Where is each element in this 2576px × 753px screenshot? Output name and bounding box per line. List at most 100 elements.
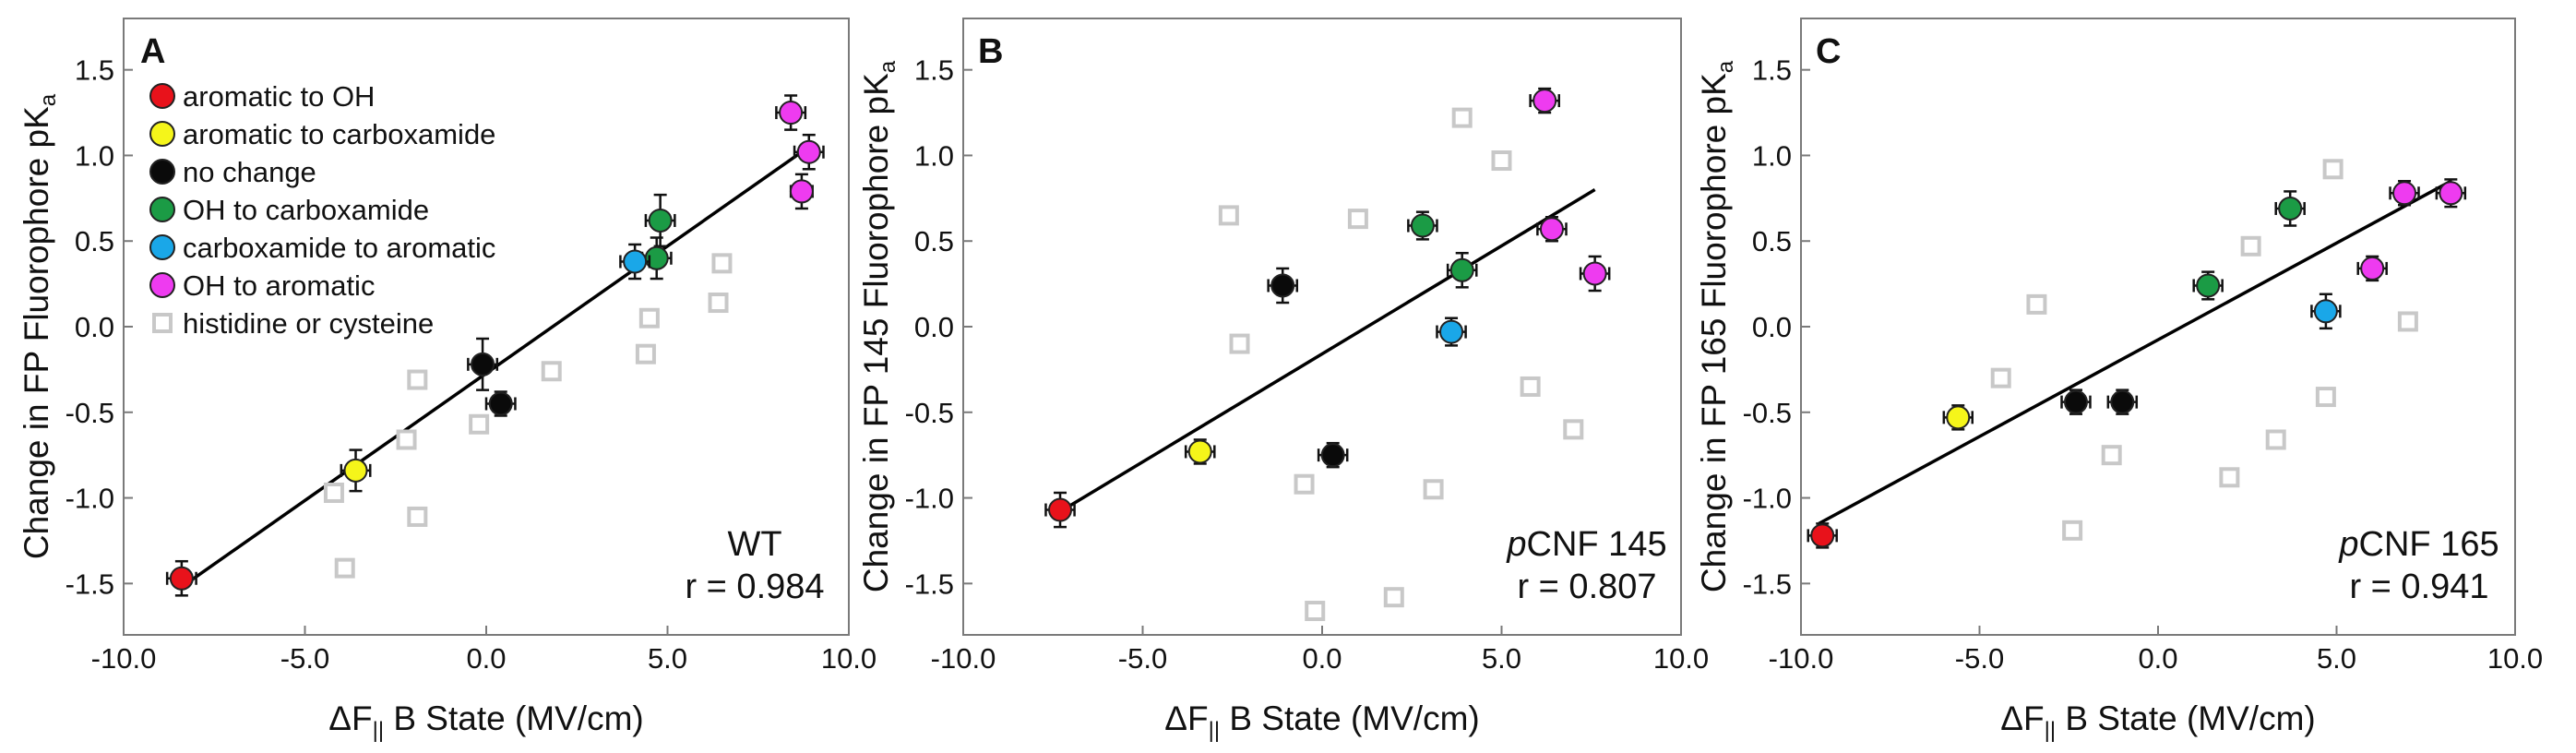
- point-c-histidine-or-cysteine-3: [2101, 445, 2122, 466]
- point-b-histidine-or-cysteine-0: [1218, 205, 1239, 226]
- legend-marker-oh-to-aromatic: [149, 272, 175, 298]
- x-axis-title-a-main: ΔF: [328, 699, 372, 737]
- y-tick-label-b-1: -1.0: [905, 483, 954, 515]
- marker-b-histidine-or-cysteine-4: [1423, 479, 1444, 500]
- legend-marker-aromatic-to-carboxamide: [149, 121, 175, 147]
- fit-line-group-b: [1059, 188, 1596, 513]
- legend-label-aromatic-to-oh: aromatic to OH: [183, 80, 375, 113]
- ticks-c: -10.0 -5.0 0.0 5.0 10.0 -1.5 -1.0 -0.5 0.0 0.5 1.0…: [1743, 54, 2544, 675]
- marker-c-oh-to-carboxamide-0: [2196, 273, 2221, 298]
- y-axis-title-b: Change in FP 145 Fluorophore pKa: [857, 60, 900, 592]
- marker-b-histidine-or-cysteine-5: [1451, 107, 1473, 128]
- marker-a-oh-to-carboxamide-0: [648, 208, 673, 233]
- y-axis-title-c-main: Change in FP 165 Fluorophore pK: [1695, 73, 1733, 592]
- y-tick-label-a-2: -0.5: [66, 397, 114, 429]
- point-b-no-change-0: [1267, 267, 1299, 305]
- y-tick-label-b-2: -0.5: [905, 397, 954, 429]
- marker-b-histidine-or-cysteine-0: [1218, 205, 1239, 226]
- point-b-aromatic-to-oh-0: [1044, 491, 1076, 529]
- point-b-histidine-or-cysteine-5: [1451, 107, 1473, 128]
- marker-a-oh-to-aromatic-0: [779, 101, 804, 126]
- x-tick-label-b-1: -5.0: [1118, 642, 1167, 675]
- legend-marker-carboxamide-to-aromatic: [149, 234, 175, 260]
- ticks-a: -10.0 -5.0 0.0 5.0 10.0 -1.5 -1.0 -0.5 0.0 0.5 1.0…: [66, 54, 877, 675]
- point-b-histidine-or-cysteine-9: [1305, 601, 1326, 622]
- point-a-oh-to-aromatic-0: [775, 94, 807, 131]
- point-b-oh-to-aromatic-2: [1579, 255, 1611, 293]
- annotation-b-italic: p: [1506, 525, 1526, 564]
- point-c-aromatic-to-oh-0: [1807, 522, 1838, 549]
- y-tick-label-c-4: 0.5: [1752, 225, 1792, 257]
- marker-b-histidine-or-cysteine-9: [1305, 601, 1326, 622]
- legend-item-no-change: no change: [149, 156, 316, 188]
- point-a-no-change-1: [484, 390, 517, 417]
- marker-a-histidine-or-cysteine-4: [407, 506, 428, 527]
- legend-marker-no-change: [149, 159, 175, 185]
- annotation-c-line2: r = 0.941: [2349, 568, 2488, 606]
- point-c-histidine-or-cysteine-0: [1990, 367, 2011, 388]
- point-a-aromatic-to-carboxamide-0: [340, 448, 372, 493]
- legend: aromatic to OH aromatic to carboxamide n…: [149, 80, 495, 340]
- point-b-histidine-or-cysteine-2: [1294, 473, 1315, 495]
- annotation-a-line2: r = 0.984: [685, 568, 824, 606]
- point-c-carboxamide-to-aromatic-0: [2310, 293, 2342, 330]
- marker-b-no-change-0: [1270, 273, 1295, 298]
- point-b-histidine-or-cysteine-10: [1383, 587, 1404, 608]
- point-c-histidine-or-cysteine-8: [2322, 159, 2343, 180]
- marker-b-histidine-or-cysteine-10: [1383, 587, 1404, 608]
- y-tick-label-c-0: -1.5: [1743, 568, 1792, 600]
- point-a-histidine-or-cysteine-4: [407, 506, 428, 527]
- panel-b: -10.0 -5.0 0.0 5.0 10.0 -1.5 -1.0 -0.5 0.0 0.5 1.0…: [857, 18, 1709, 743]
- marker-b-aromatic-to-carboxamide-0: [1187, 439, 1212, 464]
- point-c-oh-to-carboxamide-1: [2274, 190, 2306, 227]
- point-c-no-change-0: [2060, 388, 2092, 415]
- annotation-b-line2: r = 0.807: [1517, 568, 1656, 606]
- y-axis-title-a-sub: a: [36, 93, 61, 106]
- point-a-histidine-or-cysteine-3: [407, 369, 428, 390]
- marker-c-histidine-or-cysteine-2: [2062, 520, 2083, 541]
- annotation-b-line1: pCNF 145: [1506, 525, 1666, 564]
- marker-c-aromatic-to-oh-0: [1810, 523, 1835, 548]
- y-tick-label-c-1: -1.0: [1743, 483, 1792, 515]
- y-tick-label-a-1: -1.0: [66, 483, 114, 515]
- legend-item-oh-to-aromatic: OH to aromatic: [149, 269, 375, 302]
- points-b: [1044, 87, 1611, 622]
- y-tick-label-b-4: 0.5: [914, 225, 954, 257]
- marker-b-histidine-or-cysteine-8: [1563, 419, 1584, 440]
- y-tick-label-a-0: -1.5: [66, 568, 114, 600]
- point-c-oh-to-aromatic-0: [2389, 180, 2420, 207]
- x-tick-label-c-3: 5.0: [2317, 642, 2356, 675]
- point-a-histidine-or-cysteine-8: [638, 307, 660, 329]
- marker-a-histidine-or-cysteine-0: [323, 482, 344, 503]
- x-tick-label-b-2: 0.0: [1302, 642, 1342, 675]
- marker-a-no-change-0: [471, 352, 495, 376]
- marker-a-histidine-or-cysteine-9: [708, 293, 729, 314]
- point-a-carboxamide-to-aromatic-0: [619, 243, 651, 281]
- x-tick-label-b-3: 5.0: [1482, 642, 1521, 675]
- x-tick-label-a-3: 5.0: [648, 642, 687, 675]
- point-b-carboxamide-to-aromatic-0: [1436, 317, 1467, 347]
- point-c-histidine-or-cysteine-1: [2026, 293, 2047, 315]
- marker-c-histidine-or-cysteine-1: [2026, 293, 2047, 315]
- marker-b-oh-to-aromatic-0: [1532, 89, 1557, 114]
- x-axis-title-a: ΔF|| B State (MV/cm): [328, 699, 643, 743]
- y-tick-label-a-5: 1.0: [75, 139, 114, 172]
- point-a-oh-to-aromatic-2: [789, 173, 814, 210]
- y-tick-label-a-6: 1.5: [75, 54, 114, 87]
- marker-c-oh-to-aromatic-2: [2360, 256, 2385, 281]
- point-c-histidine-or-cysteine-7: [2315, 387, 2336, 408]
- point-b-aromatic-to-carboxamide-0: [1184, 438, 1216, 465]
- marker-b-histidine-or-cysteine-2: [1294, 473, 1315, 495]
- fit-line-group-c: [1818, 179, 2452, 525]
- marker-b-oh-to-aromatic-2: [1582, 261, 1607, 286]
- marker-a-no-change-1: [488, 391, 513, 416]
- marker-b-histidine-or-cysteine-1: [1229, 333, 1250, 354]
- marker-c-histidine-or-cysteine-8: [2322, 159, 2343, 180]
- marker-c-histidine-or-cysteine-9: [2397, 311, 2418, 332]
- marker-a-carboxamide-to-aromatic-0: [623, 249, 648, 274]
- y-tick-label-c-5: 1.0: [1752, 139, 1792, 172]
- point-a-histidine-or-cysteine-0: [323, 482, 344, 503]
- y-tick-label-c-2: -0.5: [1743, 397, 1792, 429]
- marker-c-histidine-or-cysteine-3: [2101, 445, 2122, 466]
